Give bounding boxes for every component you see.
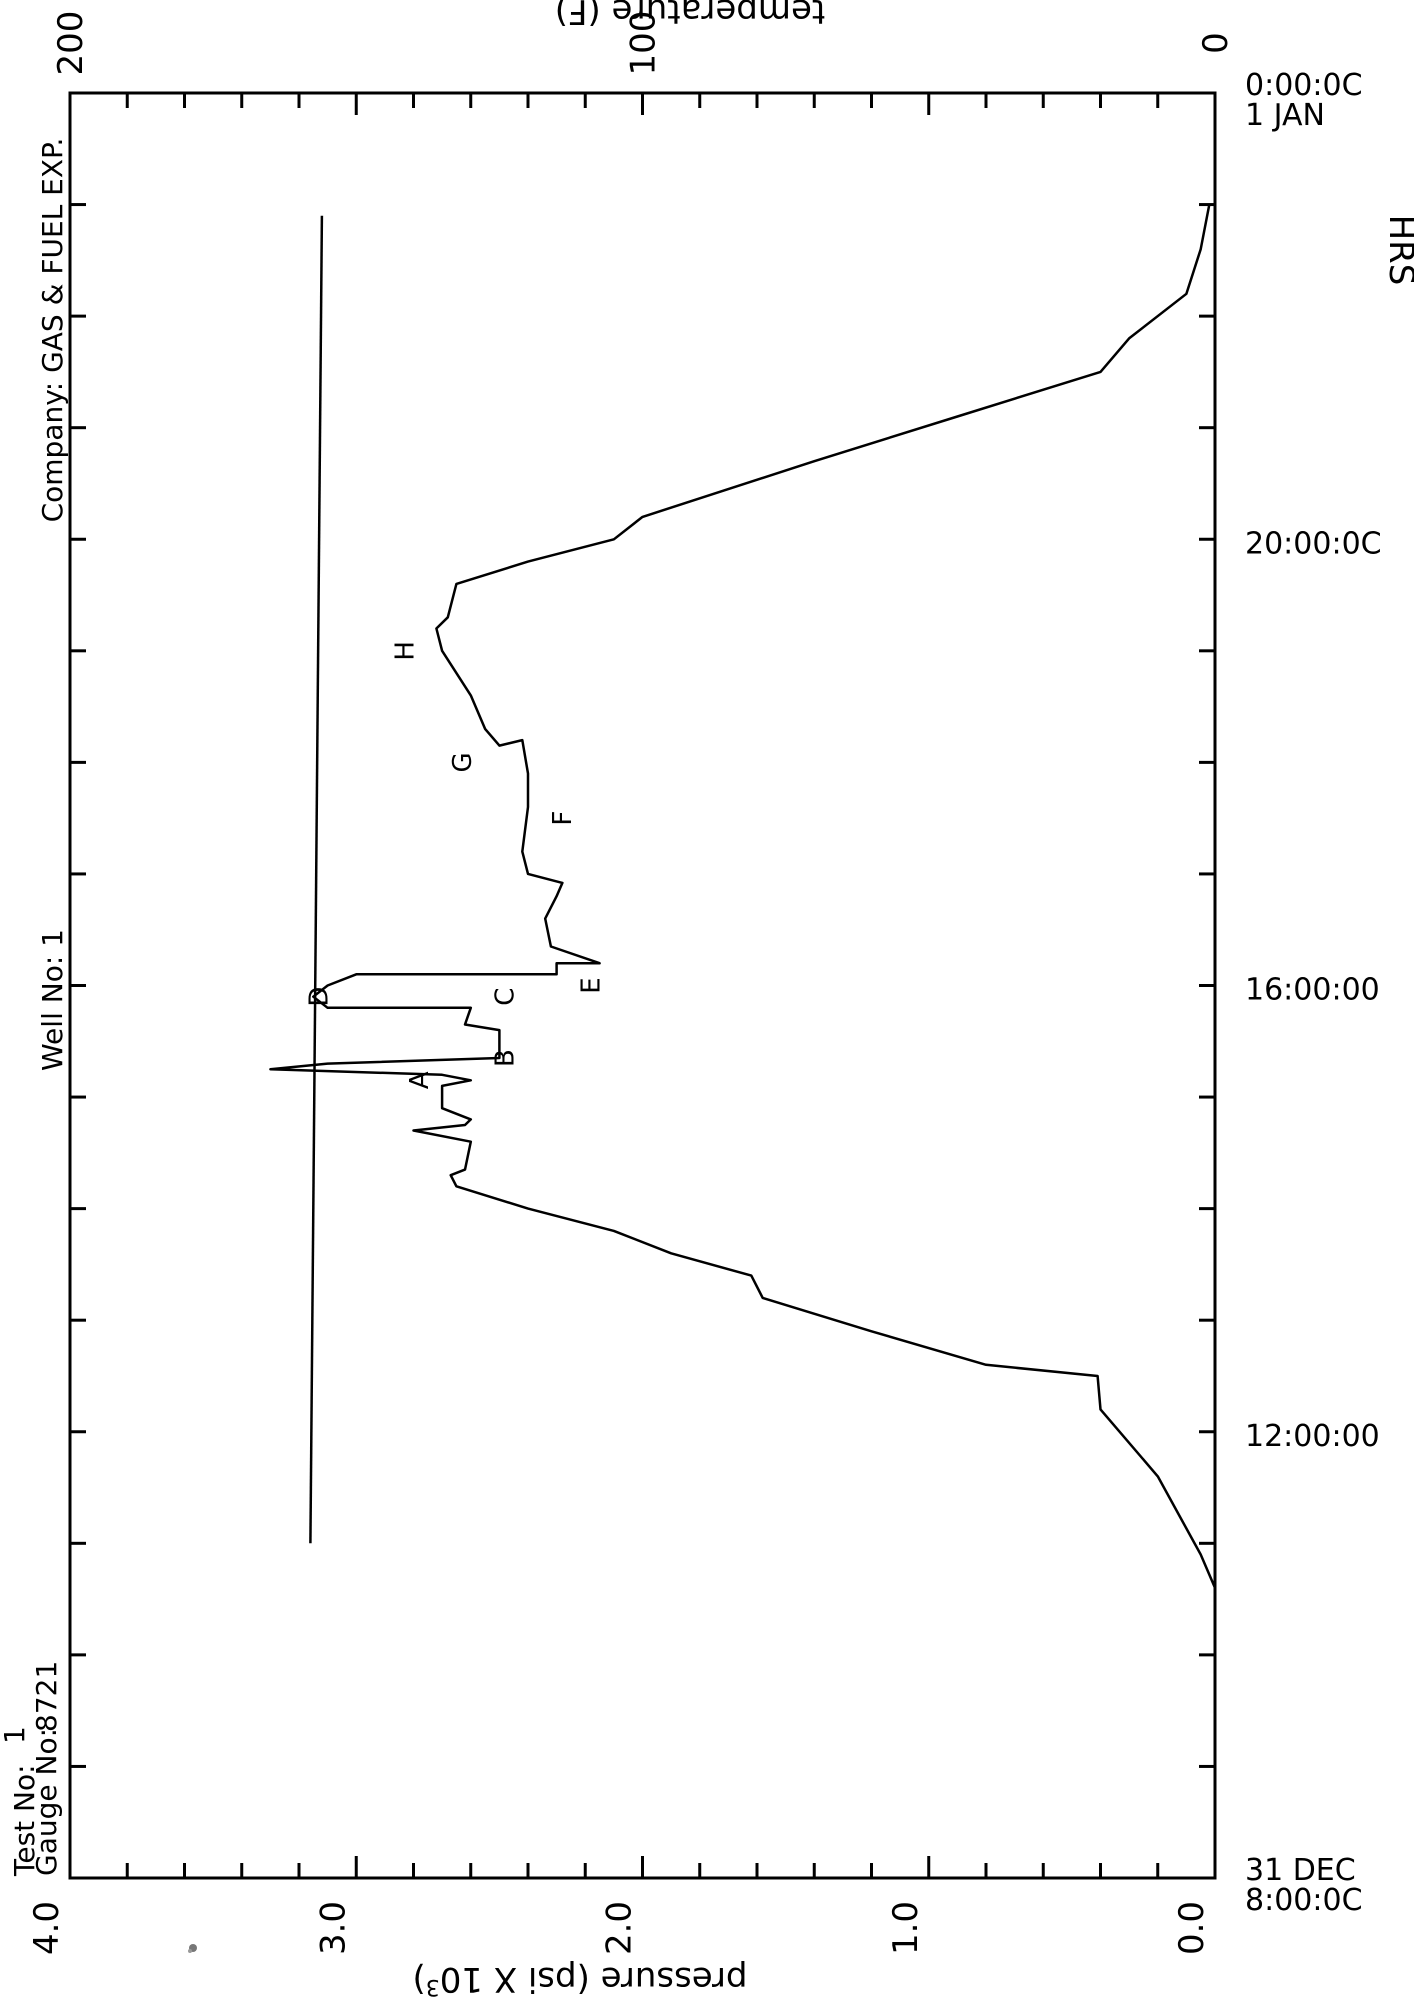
test-label: Test No: <box>8 1764 41 1877</box>
pressure-trace <box>269 204 1217 1589</box>
pressure-tick-label: 3.0 <box>313 1901 353 1955</box>
pressure-axis-title: pressure (psi X 103) <box>412 1959 747 1999</box>
pressure-tick-label: 0.0 <box>1172 1901 1212 1955</box>
hrs-axis-title: HRS <box>1381 215 1414 286</box>
event-marker-d: D <box>305 987 335 1007</box>
time-ticks <box>70 91 1215 1880</box>
temperature-tick-labels: 200 100 0 <box>51 11 1236 76</box>
scan-speck <box>188 1944 197 1953</box>
event-marker-c: C <box>491 988 521 1006</box>
event-markers: A B C D E F G H <box>305 641 607 1089</box>
time-tick-label: 8:00:0C <box>1245 1883 1363 1918</box>
pressure-tick-label: 2.0 <box>600 1901 640 1955</box>
event-marker-h: H <box>391 641 421 661</box>
temperature-line <box>309 215 324 1544</box>
time-tick-labels: 0:00:0C1 JAN 20:00:0C 16:00:00 12:00:00 31 D… <box>1245 68 1382 1918</box>
temperature-tick-label: 100 <box>624 11 664 76</box>
time-tick-label: 12:00:00 <box>1245 1419 1380 1454</box>
event-marker-a: A <box>405 1071 435 1089</box>
pressure-tick-label: 1.0 <box>886 1901 926 1955</box>
plot-frame <box>68 91 1217 1880</box>
time-tick-label: 16:00:00 <box>1245 973 1380 1008</box>
event-marker-b: B <box>491 1049 521 1067</box>
pressure-tick-label: 4.0 <box>27 1901 67 1955</box>
test-gauge-block: Test No: 1 Gauge No: 8721 <box>0 1661 63 1877</box>
time-tick-label: 31 DEC <box>1245 1853 1356 1888</box>
event-marker-f: F <box>548 811 578 826</box>
time-tick-label: 0:00:0C <box>1245 68 1363 103</box>
pressure-ticks <box>68 93 1217 1878</box>
temperature-tick-label: 200 <box>51 11 91 76</box>
event-marker-g: G <box>448 752 478 772</box>
time-tick-label: 20:00:0C <box>1245 526 1382 561</box>
event-marker-e: E <box>577 977 607 993</box>
pressure-tick-labels: 4.0 3.0 2.0 1.0 0.0 <box>27 1901 1212 1955</box>
time-tick-label: 1 JAN <box>1245 98 1325 133</box>
company-label: Company: GAS & FUEL EXP. <box>36 138 69 523</box>
gauge-label: Gauge No: <box>30 1728 63 1876</box>
gauge-value: 8721 <box>30 1661 63 1732</box>
temperature-tick-label: 0 <box>1196 32 1236 54</box>
well-label: Well No: 1 <box>36 929 69 1071</box>
temperature-axis-title: temperature (F) <box>555 0 826 31</box>
test-value: 1 <box>0 1726 31 1744</box>
pressure-axis-exponent: 3 <box>426 1974 440 1999</box>
